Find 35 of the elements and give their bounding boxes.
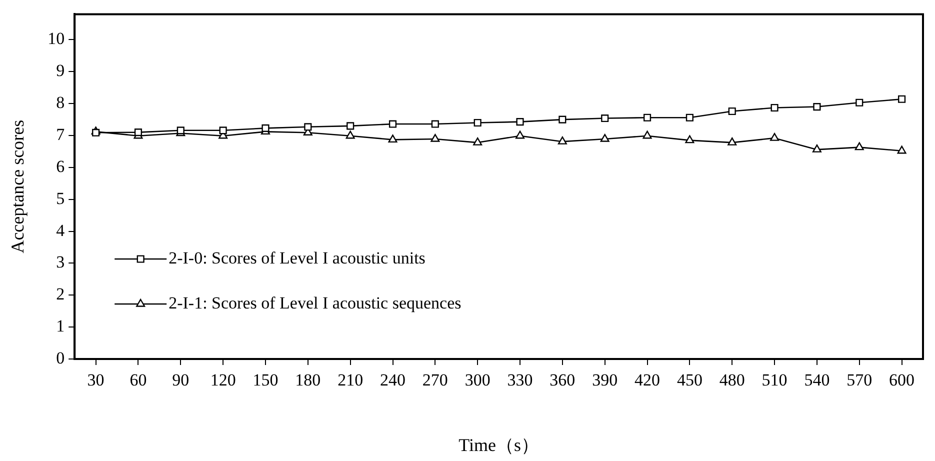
y-tick-label: 8 xyxy=(56,93,65,112)
y-tick-label: 0 xyxy=(56,348,65,368)
x-tick-label: 210 xyxy=(338,370,364,390)
y-tick-label: 5 xyxy=(56,188,65,208)
x-tick-label: 120 xyxy=(210,370,236,390)
x-tick-label: 390 xyxy=(592,370,618,390)
legend-label: 2-I-1: Scores of Level I acoustic sequences xyxy=(168,293,462,312)
y-axis-title: Acceptance scores xyxy=(8,120,28,254)
x-tick-label: 30 xyxy=(87,370,104,390)
x-axis-title: Time（s） xyxy=(458,434,539,455)
x-tick-label: 150 xyxy=(252,370,278,390)
x-tick-label: 240 xyxy=(380,370,406,390)
x-tick-label: 90 xyxy=(172,370,190,390)
y-tick-label: 3 xyxy=(56,252,65,272)
y-tick-label: 7 xyxy=(56,124,66,144)
x-tick-label: 510 xyxy=(762,370,788,390)
legend-label: 2-I-0: Scores of Level I acoustic units xyxy=(168,248,426,268)
y-tick-label: 6 xyxy=(56,156,65,176)
x-tick-label: 60 xyxy=(130,370,147,390)
x-tick-label: 360 xyxy=(550,370,576,390)
y-tick-label: 10 xyxy=(48,29,65,48)
x-tick-label: 600 xyxy=(889,370,915,390)
x-tick-label: 300 xyxy=(464,370,490,390)
x-tick-label: 480 xyxy=(719,370,745,390)
x-tick-label: 420 xyxy=(634,370,660,390)
x-tick-label: 270 xyxy=(422,370,448,390)
y-tick-label: 9 xyxy=(56,61,65,80)
x-tick-label: 450 xyxy=(676,370,702,390)
x-tick-label: 540 xyxy=(804,370,830,390)
y-tick-label: 1 xyxy=(56,316,65,336)
y-tick-label: 4 xyxy=(56,220,66,240)
x-tick-label: 180 xyxy=(295,370,321,390)
x-tick-label: 570 xyxy=(846,370,872,390)
y-tick-label: 2 xyxy=(56,284,65,304)
x-tick-label: 330 xyxy=(507,370,533,390)
